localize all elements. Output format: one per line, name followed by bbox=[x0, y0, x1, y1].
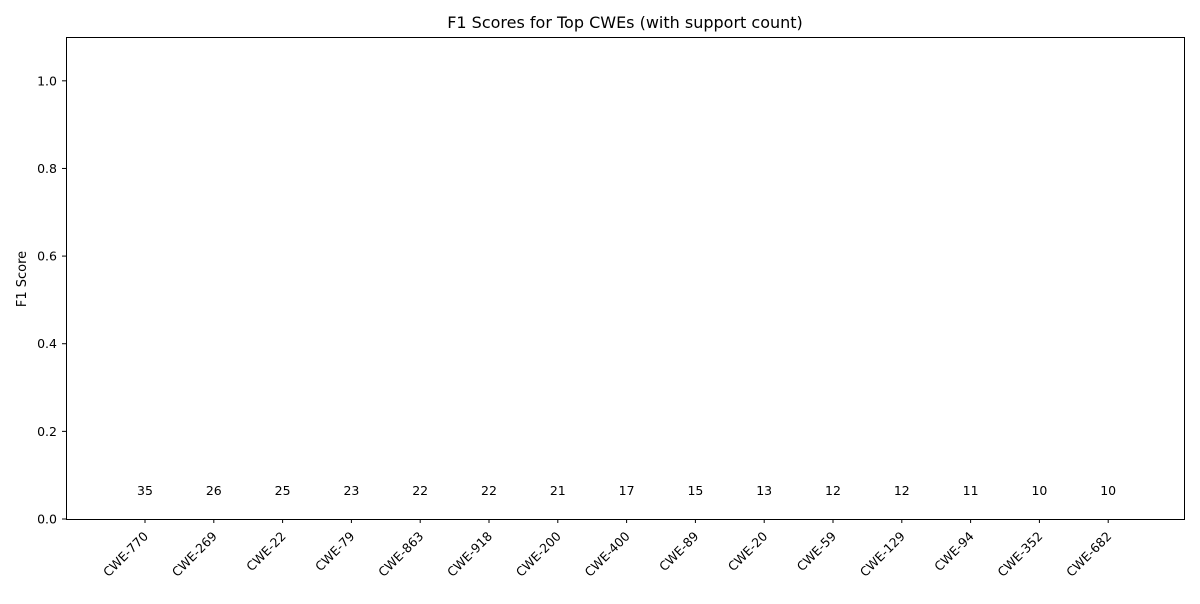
x-tick-label: CWE-863 bbox=[375, 529, 426, 580]
y-axis-label: F1 Score bbox=[15, 251, 30, 307]
y-tick-label: 0.2 bbox=[37, 424, 57, 439]
y-tick-label: 0.6 bbox=[37, 249, 57, 264]
support-count-label: 12 bbox=[825, 483, 841, 498]
ticks-group: 0.0 0.2 0.4 0.6 0.8 1.0 CWE-770 CWE-269 CWE-22 CW… bbox=[37, 73, 1114, 579]
x-tick-label: CWE-22 bbox=[243, 529, 289, 575]
support-count-label: 10 bbox=[1031, 483, 1047, 498]
support-count-label: 22 bbox=[481, 483, 497, 498]
x-tick-label: CWE-89 bbox=[656, 528, 702, 574]
y-tick-label: 0.0 bbox=[37, 512, 57, 527]
support-count-label: 23 bbox=[343, 483, 359, 498]
plot-frame bbox=[66, 37, 1185, 520]
x-tick-label: CWE-918 bbox=[444, 528, 495, 579]
x-tick-label: CWE-129 bbox=[857, 528, 908, 579]
support-count-label: 22 bbox=[412, 483, 428, 498]
support-count-label: 10 bbox=[1100, 483, 1116, 498]
support-count-label: 17 bbox=[619, 483, 635, 498]
support-count-label: 15 bbox=[687, 483, 703, 498]
y-tick-label: 1.0 bbox=[37, 73, 57, 88]
y-tick-label: 0.8 bbox=[37, 161, 57, 176]
chart-title: F1 Scores for Top CWEs (with support cou… bbox=[447, 13, 803, 32]
x-tick-label: CWE-770 bbox=[100, 528, 151, 579]
support-count-label: 12 bbox=[894, 483, 910, 498]
x-tick-label: CWE-352 bbox=[994, 529, 1045, 580]
x-tick-label: CWE-400 bbox=[582, 528, 633, 579]
support-count-label: 26 bbox=[206, 483, 222, 498]
x-tick-label: CWE-682 bbox=[1063, 529, 1114, 580]
x-tick-label: CWE-94 bbox=[931, 528, 977, 574]
x-tick-label: CWE-79 bbox=[312, 528, 358, 574]
support-count-label: 35 bbox=[137, 483, 153, 498]
x-tick-label: CWE-200 bbox=[513, 528, 564, 579]
x-tick-label: CWE-59 bbox=[794, 528, 840, 574]
x-tick-label: CWE-269 bbox=[169, 528, 220, 579]
y-tick-label: 0.4 bbox=[37, 336, 57, 351]
support-count-label: 11 bbox=[963, 483, 979, 498]
support-count-label: 25 bbox=[275, 483, 291, 498]
support-count-label: 21 bbox=[550, 483, 566, 498]
x-tick-label: CWE-20 bbox=[725, 528, 771, 574]
support-count-label: 13 bbox=[756, 483, 772, 498]
support-labels-group: 35 26 25 23 22 22 21 17 15 13 12 12 11 10 10 bbox=[137, 483, 1116, 498]
